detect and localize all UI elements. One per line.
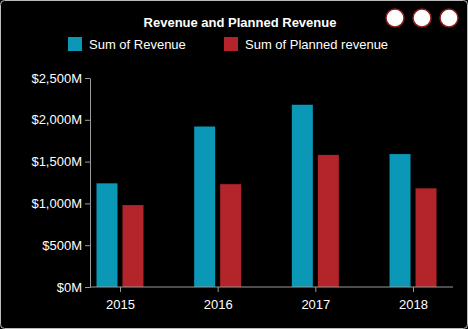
x-tick: 2018 xyxy=(399,287,428,312)
legend-swatch xyxy=(68,37,82,51)
x-tick-label: 2016 xyxy=(204,297,233,312)
bar[interactable] xyxy=(96,183,117,287)
x-tick: 2016 xyxy=(204,287,233,312)
y-tick-mark xyxy=(85,203,90,204)
y-tick-mark xyxy=(85,162,90,163)
y-tick: $0M xyxy=(57,280,90,295)
legend-swatch xyxy=(224,37,238,51)
y-tick-label: $1,000M xyxy=(31,196,82,211)
y-tick: $1,000M xyxy=(31,196,90,211)
y-tick-mark xyxy=(85,287,90,288)
y-tick-label: $1,500M xyxy=(31,154,82,169)
y-tick-label: $0M xyxy=(57,280,82,295)
toolbar-icon[interactable] xyxy=(386,9,404,27)
legend-label: Sum of Planned revenue xyxy=(245,37,388,52)
y-tick: $1,500M xyxy=(31,154,90,169)
bar[interactable] xyxy=(292,105,313,287)
x-tick-label: 2017 xyxy=(301,297,330,312)
x-tick: 2015 xyxy=(106,287,135,312)
title: Revenue and Planned Revenue xyxy=(144,15,337,30)
y-tick-mark xyxy=(85,245,90,246)
x-tick-label: 2018 xyxy=(399,297,428,312)
bar[interactable] xyxy=(318,155,339,287)
bar[interactable] xyxy=(122,205,143,287)
y-axis: $0M $500M $1,000M $1,500M $2,000M $2,500M xyxy=(31,71,90,295)
y-tick: $2,500M xyxy=(31,71,90,86)
y-tick-mark xyxy=(85,120,90,121)
toolbar-icon[interactable] xyxy=(440,9,458,27)
y-tick-label: $500M xyxy=(42,238,82,253)
y-axis-line xyxy=(90,79,91,288)
y-tick-mark xyxy=(85,78,90,79)
x-tick-mark xyxy=(413,287,414,292)
bars xyxy=(96,105,436,287)
x-tick: 2017 xyxy=(301,287,330,312)
x-axis: 2015 2016 2017 2018 xyxy=(90,287,453,312)
legend-label: Sum of Revenue xyxy=(89,37,186,52)
x-tick-mark xyxy=(218,287,219,292)
x-tick-label: 2015 xyxy=(106,297,135,312)
chart: Revenue and Planned Revenue Sum of Revenu… xyxy=(0,0,468,329)
x-tick-mark xyxy=(120,287,121,292)
x-axis-line xyxy=(90,287,453,288)
bar[interactable] xyxy=(390,154,411,287)
x-tick-mark xyxy=(315,287,316,292)
bar[interactable] xyxy=(416,188,437,287)
bar[interactable] xyxy=(220,184,241,287)
toolbar-icon[interactable] xyxy=(413,9,431,27)
bar[interactable] xyxy=(194,126,215,287)
y-tick: $2,000M xyxy=(31,112,90,127)
y-tick: $500M xyxy=(42,238,90,253)
frame xyxy=(1,1,468,329)
y-tick-label: $2,500M xyxy=(31,71,82,86)
y-tick-label: $2,000M xyxy=(31,112,82,127)
